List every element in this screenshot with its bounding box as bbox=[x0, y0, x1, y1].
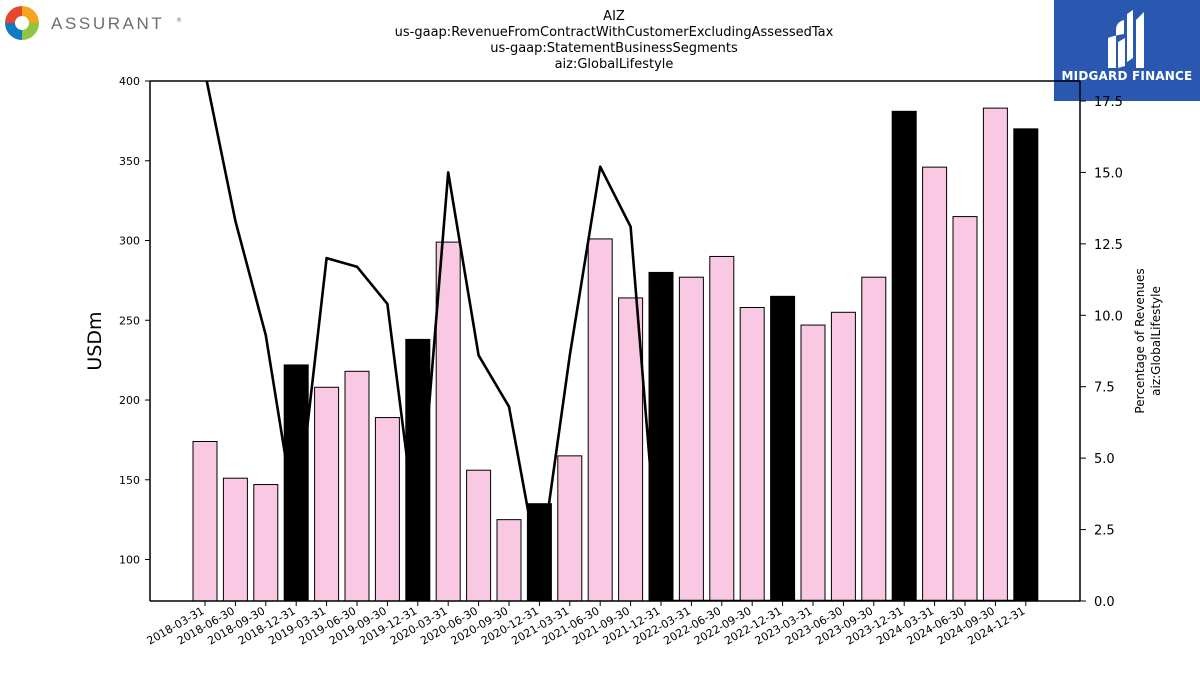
bar-2022-03-31 bbox=[678, 276, 704, 602]
bar-2023-12-31 bbox=[891, 110, 917, 602]
percentage-line bbox=[205, 81, 1026, 601]
y2-tick-label: 5.0 bbox=[1094, 452, 1115, 467]
y2-tick-label: 12.5 bbox=[1094, 238, 1123, 253]
y-tick-label: 400 bbox=[119, 75, 140, 88]
bar-2018-06-30 bbox=[222, 477, 248, 602]
y2-axis-label-line: aiz:GlobalLifestyle bbox=[1149, 286, 1163, 396]
y-tick-label: 200 bbox=[119, 394, 140, 407]
bar-2021-06-30 bbox=[587, 238, 613, 602]
y-tick-label: 100 bbox=[119, 554, 140, 567]
bar-2024-12-31 bbox=[1013, 128, 1039, 602]
assurant-logo-text: ASSURANT bbox=[51, 14, 164, 33]
bar-2022-12-31 bbox=[770, 295, 796, 602]
y2-tick-label: 0.0 bbox=[1094, 595, 1115, 610]
bar-2023-03-31 bbox=[800, 324, 826, 602]
bar-2018-03-31 bbox=[192, 440, 218, 602]
bar-2022-06-30 bbox=[709, 255, 735, 602]
bar-2019-12-31 bbox=[405, 338, 431, 602]
bar-2024-06-30 bbox=[952, 216, 978, 602]
chart-title: AIZus-gaap:RevenueFromContractWithCustom… bbox=[395, 9, 834, 72]
y2-tick-label: 15.0 bbox=[1094, 166, 1123, 181]
bar-2020-03-31 bbox=[435, 241, 461, 602]
y-tick-label: 150 bbox=[119, 474, 140, 487]
y2-tick-label: 2.5 bbox=[1094, 524, 1115, 539]
y-axis-label: USDm bbox=[84, 311, 106, 370]
bar-2018-12-31 bbox=[283, 364, 309, 602]
bar-2021-12-31 bbox=[648, 271, 674, 602]
y2-tick-label: 17.5 bbox=[1094, 95, 1123, 110]
bar-2022-09-30 bbox=[739, 307, 765, 602]
assurant-logo: ASSURANT ® bbox=[4, 4, 194, 44]
bars bbox=[192, 107, 1039, 602]
chart-title-line: AIZ bbox=[603, 9, 625, 24]
bar-2021-09-30 bbox=[618, 297, 644, 602]
bar-2020-06-30 bbox=[466, 469, 492, 602]
bar-2024-03-31 bbox=[922, 166, 948, 602]
y-tick-label: 350 bbox=[119, 155, 140, 168]
y-tick-label: 250 bbox=[119, 314, 140, 327]
bar-2018-09-30 bbox=[253, 484, 279, 602]
svg-text:®: ® bbox=[176, 17, 182, 24]
bar-2023-09-30 bbox=[861, 276, 887, 602]
y-tick-label: 300 bbox=[119, 235, 140, 248]
y2-axis-label-line: Percentage of Revenues bbox=[1133, 268, 1147, 413]
y2-tick-label: 10.0 bbox=[1094, 309, 1123, 324]
chart-title-line: us-gaap:RevenueFromContractWithCustomerE… bbox=[395, 25, 834, 40]
bar-2023-06-30 bbox=[830, 311, 856, 602]
bar-2019-03-31 bbox=[314, 386, 340, 602]
assurant-logo-mark-icon bbox=[5, 6, 39, 40]
bar-2020-09-30 bbox=[496, 519, 522, 602]
chart-title-line: aiz:GlobalLifestyle bbox=[555, 57, 674, 72]
bar-2019-06-30 bbox=[344, 370, 370, 602]
midgard-mark-icon bbox=[1108, 10, 1144, 68]
y2-tick-label: 7.5 bbox=[1094, 381, 1115, 396]
chart-title-line: us-gaap:StatementBusinessSegments bbox=[490, 41, 738, 56]
bar-2019-09-30 bbox=[374, 417, 400, 602]
bar-2024-09-30 bbox=[982, 107, 1008, 602]
midgard-finance-logo: MIDGARD FINANCE bbox=[1054, 0, 1200, 101]
percentage-line-series bbox=[205, 81, 1026, 601]
midgard-finance-text: MIDGARD FINANCE bbox=[1061, 69, 1193, 83]
bar-2021-03-31 bbox=[557, 455, 583, 602]
